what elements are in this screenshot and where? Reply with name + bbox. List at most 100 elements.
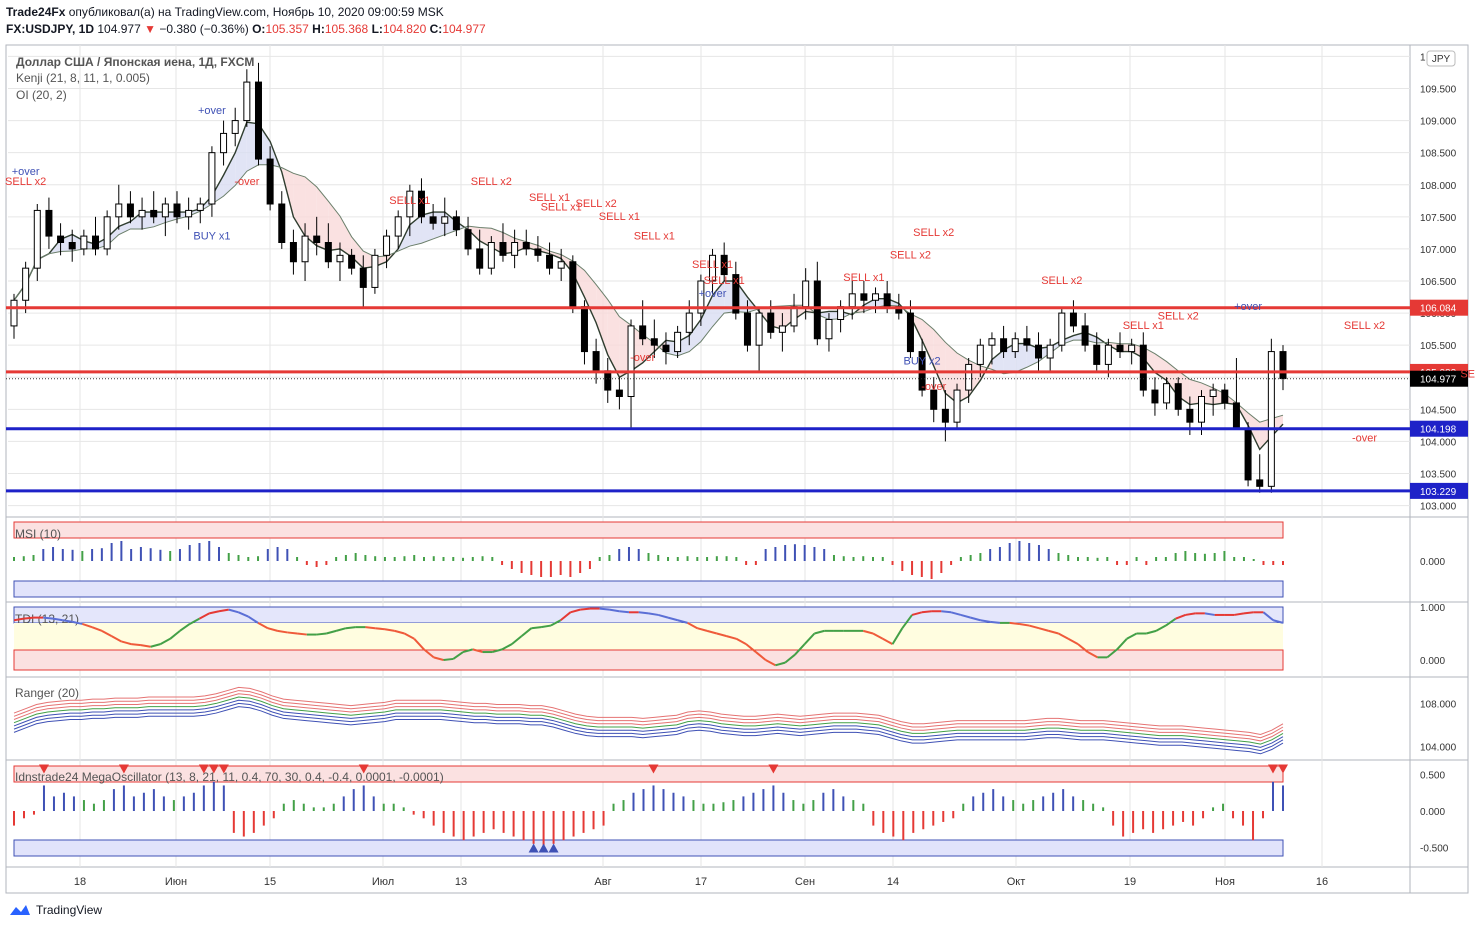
tdi-line-segment (803, 632, 816, 645)
msi-pane: MSI (10) 0.000 (13, 521, 1445, 598)
candle-body (1221, 389, 1229, 404)
candle-body (208, 152, 216, 205)
tdi-line-segment (1204, 612, 1215, 616)
signal-label: BUY x2 (904, 355, 941, 367)
tdi-line-segment (159, 637, 171, 645)
tdi-line-segment (501, 643, 513, 651)
candle-body (650, 338, 658, 346)
tdi-line-segment (169, 630, 181, 640)
ribbon-segment (316, 186, 329, 251)
tdi-line-segment (140, 644, 151, 648)
candle-body (150, 209, 158, 218)
candle-body (1011, 338, 1019, 353)
price-tick-label: 107.000 (1420, 245, 1457, 256)
tdi-line-segment (257, 622, 269, 630)
signal-label: SELL x2 (1041, 275, 1082, 287)
high-value: 105.368 (324, 22, 369, 36)
candle-body (103, 216, 111, 250)
time-tick-label: Авг (594, 876, 611, 888)
candle-body (1151, 389, 1159, 404)
tdi-line-segment (345, 626, 356, 630)
tdi-line-segment (228, 608, 239, 614)
currency-badge[interactable]: JPY (1432, 54, 1451, 65)
candle-body (115, 203, 123, 218)
tdi-line-segment (687, 622, 698, 630)
ribbon-segment (118, 221, 131, 235)
candle-body (324, 242, 332, 263)
candle-body (592, 351, 600, 372)
tdi-line-segment (716, 632, 727, 638)
tdi-line-segment (277, 629, 288, 634)
tradingview-logo-icon (10, 905, 30, 915)
tdi-line-segment (726, 635, 737, 640)
ranger-line-5 (13, 702, 1284, 752)
candle-body (662, 344, 670, 353)
candle-body (499, 242, 507, 256)
candle-body (1163, 383, 1171, 404)
signal-label: -over (921, 381, 946, 393)
signal-label: SELL x2 (576, 198, 617, 210)
candle-body (580, 306, 588, 353)
price-tick-label: 108.500 (1420, 149, 1457, 160)
tdi-line-segment (413, 638, 425, 651)
tdi-line-segment (384, 628, 395, 632)
tdi-tick: 0.000 (1420, 656, 1445, 667)
ribbon-segment (922, 319, 934, 367)
ranger-line-2 (13, 693, 1284, 742)
candle-body (371, 254, 379, 288)
tdi-line-segment (872, 632, 884, 640)
tdi-line-segment (316, 632, 327, 636)
candle-body (1058, 312, 1066, 346)
candle-body (336, 254, 344, 263)
ribbon-segment (991, 349, 1004, 374)
tdi-line-segment (862, 629, 874, 635)
signal-label: +over (12, 166, 40, 178)
sell-arrow-icon (38, 764, 49, 774)
currency-badge-box[interactable] (1426, 50, 1456, 67)
sell-arrow-icon (648, 764, 659, 774)
ranger-line-0 (13, 686, 1284, 736)
tdi-line-segment (43, 616, 54, 620)
mega-lower-band (13, 839, 1284, 857)
candle-body (569, 261, 577, 308)
tdi-line-segment (950, 611, 962, 616)
price-tick-label: 103.500 (1420, 470, 1457, 481)
close-value: 104.977 (442, 22, 486, 36)
tdi-line-segment (706, 629, 718, 635)
time-tick-label: 18 (74, 876, 86, 888)
signal-label: SELL x2 (1158, 311, 1199, 323)
tdi-line-segment (882, 637, 894, 645)
level-label-box (1410, 420, 1468, 437)
time-tick-label: 13 (455, 876, 467, 888)
msi-upper-band (13, 521, 1284, 539)
last-price-box (1410, 370, 1468, 387)
candle-body (767, 312, 775, 333)
sell-arrow-icon (208, 764, 219, 774)
tdi-line-segment (462, 648, 474, 654)
candle-body (720, 254, 728, 276)
tdi-line-segment (735, 637, 747, 645)
tdi-line-segment (1165, 617, 1177, 627)
tdi-line-segment (1019, 622, 1030, 627)
candle-body (941, 408, 949, 423)
candle-body (790, 306, 798, 327)
mega-upper-band (13, 765, 1284, 783)
candle-body (22, 267, 30, 301)
candle-body (732, 274, 740, 314)
change-value: −0.380 (−0.36%) (159, 22, 249, 36)
signal-label: SELL x2 (471, 176, 512, 188)
time-tick-label: 15 (264, 876, 276, 888)
tdi-line-segment (198, 612, 210, 620)
sell-arrow-icon (768, 764, 779, 774)
tdi-line-segment (901, 614, 913, 629)
candle-body (743, 312, 751, 346)
price-tick-label: 104.500 (1420, 405, 1457, 416)
footer[interactable]: TradingView (8, 903, 102, 917)
footer-brand: TradingView (36, 903, 103, 917)
change-arrow-icon: ▼ (144, 22, 156, 36)
legend-oi: OI (20, 2) (16, 88, 67, 102)
price-tick-label: 1 (1420, 52, 1426, 63)
candle-body (196, 203, 204, 211)
